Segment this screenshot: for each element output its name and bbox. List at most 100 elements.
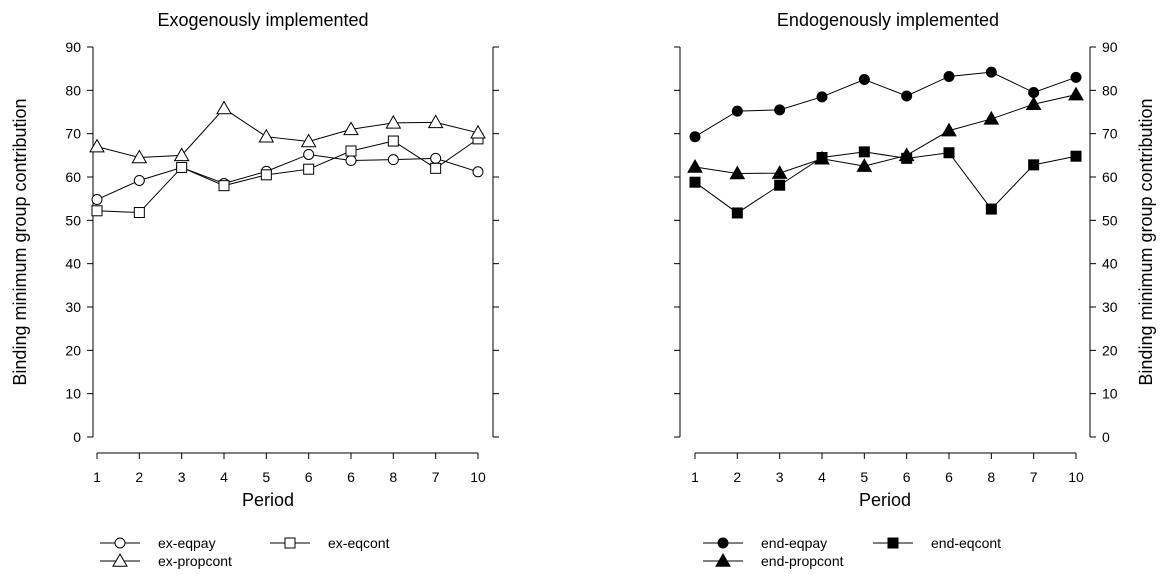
- legend-marker: [717, 537, 729, 549]
- legend-label: end-eqcont: [931, 535, 1001, 551]
- series-end-eqcont: [689, 146, 1082, 219]
- data-point: [858, 146, 870, 158]
- data-point: [1025, 96, 1042, 110]
- legend-marker: [887, 537, 899, 549]
- data-point: [133, 207, 145, 219]
- data-point: [89, 138, 105, 153]
- x-tick-label: 8: [987, 469, 995, 485]
- data-point: [816, 91, 828, 103]
- y-axis-title: Binding minimum group contribution: [1136, 98, 1156, 385]
- y-tick-label: 60: [1102, 169, 1118, 185]
- x-axis-title: Period: [242, 490, 294, 510]
- data-point: [943, 147, 955, 159]
- data-point: [943, 70, 955, 82]
- data-point: [898, 147, 915, 162]
- legend-item: end-propcont: [703, 552, 844, 569]
- chart-title: Exogenously implemented: [157, 10, 368, 30]
- y-tick-label: 30: [1102, 299, 1118, 315]
- x-tick-label: 4: [818, 469, 826, 485]
- data-point: [470, 124, 486, 139]
- y-tick-label: 80: [65, 82, 81, 98]
- series-line: [694, 94, 1077, 175]
- data-point: [814, 150, 830, 165]
- data-point: [91, 194, 103, 206]
- data-point: [1070, 150, 1082, 162]
- data-point: [774, 179, 786, 191]
- data-point: [345, 145, 357, 157]
- x-tick-label: 10: [470, 469, 486, 485]
- x-tick-label: 2: [733, 469, 741, 485]
- x-tick-label: 5: [860, 469, 868, 485]
- data-point: [303, 148, 315, 160]
- legend-label: end-propcont: [761, 553, 844, 569]
- x-tick-label: 1: [691, 469, 699, 485]
- legend-marker: [715, 552, 731, 567]
- x-tick-label: 10: [1068, 469, 1084, 485]
- y-tick-label: 70: [65, 126, 81, 142]
- legend-item: end-eqcont: [873, 535, 1001, 551]
- series-ex-propcont: [89, 100, 486, 164]
- data-point: [687, 159, 703, 173]
- data-point: [176, 161, 188, 173]
- y-tick-label: 60: [65, 169, 81, 185]
- data-point: [472, 166, 484, 178]
- x-tick-label: 7: [1030, 469, 1038, 485]
- legend-marker: [284, 537, 296, 549]
- legend: end-eqpay end-eqcont end-propcont: [703, 535, 1001, 569]
- legend-item: ex-eqpay: [100, 535, 216, 551]
- data-point: [427, 114, 444, 129]
- legend-label: ex-eqpay: [158, 535, 216, 551]
- y-tick-label: 50: [65, 212, 81, 228]
- x-tick-label: 6: [945, 469, 953, 485]
- y-tick-label: 70: [1102, 126, 1118, 142]
- data-point: [343, 121, 359, 136]
- data-point: [345, 155, 357, 167]
- y-tick-label: 90: [1102, 39, 1118, 55]
- series-line: [694, 71, 1077, 138]
- x-tick-label: 8: [389, 469, 397, 485]
- y-tick-label: 10: [65, 386, 81, 402]
- y-tick-label: 20: [1102, 342, 1118, 358]
- series-line: [96, 153, 479, 200]
- data-point: [689, 131, 701, 143]
- data-point: [729, 165, 746, 180]
- data-point: [216, 100, 232, 115]
- x-tick-label: 2: [135, 469, 143, 485]
- y-tick-label: 80: [1102, 82, 1118, 98]
- data-point: [91, 205, 103, 217]
- chart-panel-2: Endogenously implemented 0 10 20 30 40 50 60 70 8…: [674, 10, 1156, 569]
- x-tick-label: 3: [178, 469, 186, 485]
- data-point: [941, 122, 957, 137]
- data-point: [133, 174, 145, 186]
- x-tick-label: 7: [432, 469, 440, 485]
- data-point: [689, 176, 701, 188]
- data-point: [985, 203, 997, 215]
- series-line: [96, 107, 479, 159]
- data-point: [385, 114, 402, 129]
- y-tick-label: 50: [1102, 212, 1118, 228]
- y-tick-label: 0: [1102, 429, 1110, 445]
- data-point: [983, 110, 1000, 125]
- series-end-propcont: [687, 86, 1084, 180]
- x-tick-label: 6: [347, 469, 355, 485]
- data-point: [856, 158, 873, 172]
- data-point: [260, 169, 272, 181]
- data-point: [131, 149, 148, 164]
- y-axis-title: Binding minimum group contribution: [10, 98, 30, 385]
- data-point: [771, 165, 788, 179]
- series-ex-eqpay: [91, 148, 484, 206]
- y-tick-label: 40: [65, 256, 81, 272]
- x-tick-label: 6: [305, 469, 313, 485]
- data-point: [774, 104, 786, 116]
- data-point: [731, 207, 743, 219]
- data-point: [258, 128, 275, 143]
- data-point: [430, 152, 442, 164]
- legend-label: ex-propcont: [158, 553, 232, 569]
- series-line: [694, 151, 1077, 214]
- legend-marker: [112, 552, 128, 567]
- y-tick-label: 40: [1102, 256, 1118, 272]
- data-point: [300, 133, 317, 148]
- data-point: [1068, 86, 1084, 101]
- data-point: [731, 105, 743, 117]
